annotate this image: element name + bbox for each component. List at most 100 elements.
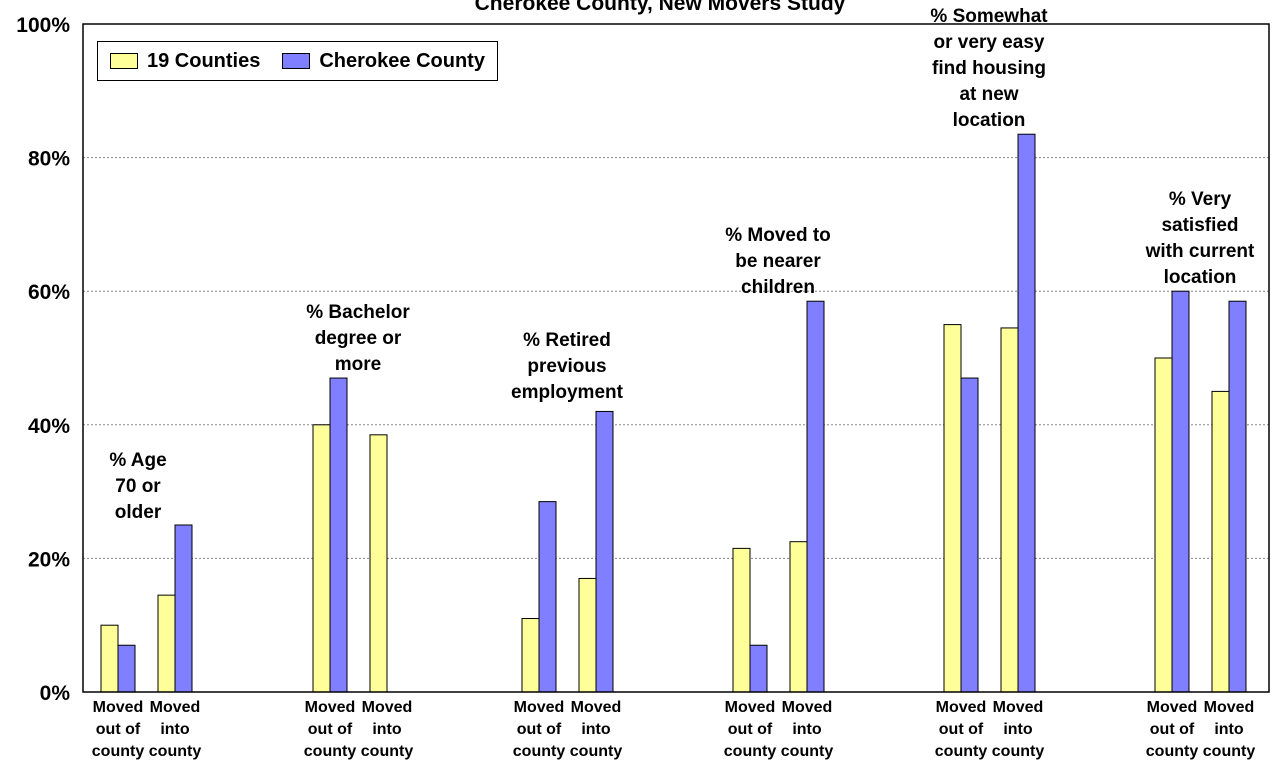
bar-cherokee-county: [749, 644, 768, 693]
x-axis-label: Moved: [1147, 699, 1198, 716]
group-label: be nearer: [735, 251, 821, 272]
group-label: % Age: [109, 450, 166, 471]
x-axis-label: county: [781, 743, 834, 760]
x-axis-label: county: [361, 743, 414, 760]
y-tick-label: 60%: [28, 281, 70, 304]
group-label: previous: [527, 356, 606, 377]
group-label: children: [741, 277, 815, 298]
x-axis-label: Moved: [150, 699, 201, 716]
legend-item-19-counties: 19 Counties: [110, 50, 260, 73]
group-label: at new: [959, 84, 1018, 105]
group-label: % Very: [1169, 189, 1232, 210]
x-axis-label: Moved: [725, 699, 776, 716]
bar-cherokee-county: [174, 524, 193, 693]
x-axis-label: Moved: [782, 699, 833, 716]
bar-19-counties: [369, 434, 388, 693]
bar-cherokee-county: [1228, 300, 1247, 693]
group-label: degree or: [315, 328, 402, 349]
group-label: employment: [511, 382, 624, 403]
group-label: % Bachelor: [306, 302, 410, 323]
plot-frame: [82, 23, 1270, 693]
group-label: more: [335, 354, 381, 375]
group-label: location: [1164, 267, 1237, 288]
gridlines: [83, 157, 1269, 559]
bar-cherokee-county: [538, 501, 557, 693]
bar-19-counties: [1211, 390, 1230, 693]
bar-cherokee-county: [960, 377, 979, 693]
group-label: find housing: [932, 58, 1046, 79]
y-axis-ticks: 0% 20% 40% 60% 80% 100%: [16, 14, 70, 705]
legend-swatch-cherokee-county: [282, 53, 311, 69]
x-axis-label: county: [992, 743, 1045, 760]
bar-19-counties: [789, 541, 808, 693]
x-axis-label: into: [1003, 721, 1033, 738]
x-axis-label: county: [935, 743, 988, 760]
bar-19-counties: [521, 618, 540, 693]
x-axis-label: county: [92, 743, 145, 760]
bar-19-counties: [1000, 327, 1019, 693]
x-axis-label: county: [1203, 743, 1256, 760]
bar-cherokee-county: [595, 410, 614, 693]
legend-swatch-19-counties: [110, 53, 138, 69]
x-axis-label: into: [581, 721, 611, 738]
group-label: location: [953, 110, 1026, 131]
group-label: 70 or: [115, 476, 161, 497]
x-axis-label: out of: [939, 721, 984, 738]
x-axis-label: county: [304, 743, 357, 760]
x-axis-label: out of: [1150, 721, 1195, 738]
x-axis-label: into: [792, 721, 822, 738]
y-tick-label: 0%: [40, 682, 71, 705]
group-label: % Somewhat: [930, 6, 1048, 27]
x-axis-label: Moved: [936, 699, 987, 716]
bar-19-counties: [1154, 357, 1173, 693]
x-axis-label: Moved: [571, 699, 622, 716]
group-label: satisfied: [1161, 215, 1238, 236]
group-labels: % Age 70 or older % Bachelor degree or more % …: [109, 6, 1255, 523]
x-axis-label: county: [513, 743, 566, 760]
x-axis-label: county: [724, 743, 777, 760]
chart-title: Cherokee County, New Movers Study: [475, 0, 846, 15]
x-axis-label: out of: [308, 721, 353, 738]
bar-cherokee-county: [117, 644, 136, 693]
group-label: or very easy: [934, 32, 1045, 53]
x-axis-label: Moved: [1204, 699, 1255, 716]
y-tick-label: 40%: [28, 415, 70, 438]
x-axis-label: Moved: [362, 699, 413, 716]
legend: 19 Counties Cherokee County: [97, 41, 498, 81]
x-axis-label: county: [149, 743, 202, 760]
bar-19-counties: [312, 424, 331, 693]
bar-19-counties: [732, 547, 751, 693]
legend-label-19-counties: 19 Counties: [147, 49, 261, 72]
legend-label-cherokee-county: Cherokee County: [319, 49, 485, 72]
group-label: % Moved to: [725, 225, 831, 246]
bars: [100, 133, 1247, 693]
x-axis-label: out of: [517, 721, 562, 738]
y-tick-label: 20%: [28, 548, 70, 571]
bar-cherokee-county: [1171, 290, 1190, 693]
bar-19-counties: [578, 577, 597, 693]
x-axis-label: Moved: [93, 699, 144, 716]
bar-19-counties: [100, 624, 119, 693]
group-label: older: [115, 502, 162, 523]
x-axis-label: county: [570, 743, 623, 760]
x-axis-label: out of: [96, 721, 141, 738]
y-tick-label: 100%: [16, 14, 70, 37]
x-axis-label: Moved: [514, 699, 565, 716]
bar-cherokee-county: [1017, 133, 1036, 693]
group-label: % Retired: [523, 330, 611, 351]
x-axis-label: into: [372, 721, 402, 738]
x-axis-label: into: [1214, 721, 1244, 738]
x-axis-label: into: [160, 721, 190, 738]
bar-cherokee-county: [806, 300, 825, 693]
x-axis-label: county: [1146, 743, 1199, 760]
x-axis-labels: Moved out of county Moved into county Moved out…: [92, 699, 1256, 760]
x-axis-label: Moved: [305, 699, 356, 716]
y-tick-label: 80%: [28, 148, 70, 171]
legend-item-cherokee-county: Cherokee County: [282, 50, 485, 73]
group-label: with current: [1145, 241, 1255, 262]
bar-cherokee-county: [329, 377, 348, 693]
x-axis-label: out of: [728, 721, 773, 738]
bar-19-counties: [157, 594, 176, 693]
x-axis-label: Moved: [993, 699, 1044, 716]
